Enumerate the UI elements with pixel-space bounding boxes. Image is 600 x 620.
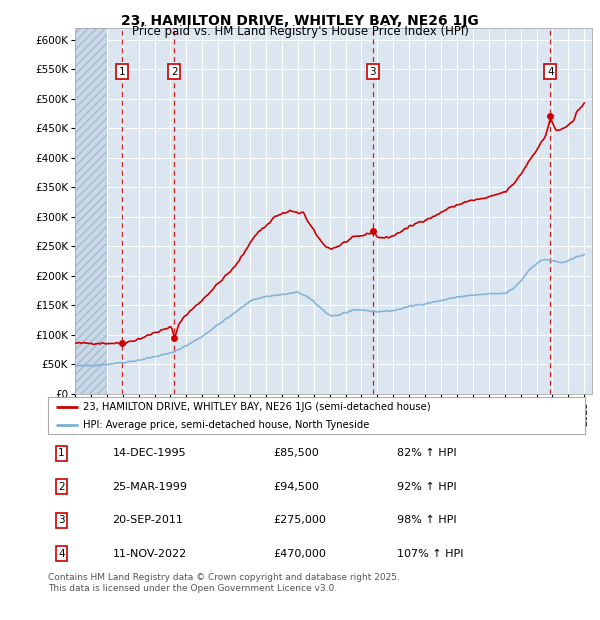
- Text: Price paid vs. HM Land Registry's House Price Index (HPI): Price paid vs. HM Land Registry's House …: [131, 25, 469, 38]
- Text: 25-MAR-1999: 25-MAR-1999: [112, 482, 187, 492]
- Text: 11-NOV-2022: 11-NOV-2022: [112, 549, 187, 559]
- Text: 2: 2: [58, 482, 65, 492]
- Text: £85,500: £85,500: [274, 448, 319, 458]
- Text: 1: 1: [119, 67, 125, 77]
- Text: £275,000: £275,000: [274, 515, 326, 525]
- Text: 98% ↑ HPI: 98% ↑ HPI: [397, 515, 457, 525]
- Text: Contains HM Land Registry data © Crown copyright and database right 2025.
This d: Contains HM Land Registry data © Crown c…: [48, 574, 400, 593]
- Text: 2: 2: [171, 67, 178, 77]
- Text: 20-SEP-2011: 20-SEP-2011: [112, 515, 184, 525]
- Text: £94,500: £94,500: [274, 482, 319, 492]
- Text: 3: 3: [58, 515, 65, 525]
- Text: 4: 4: [58, 549, 65, 559]
- Text: £470,000: £470,000: [274, 549, 326, 559]
- Text: 1: 1: [58, 448, 65, 458]
- Text: HPI: Average price, semi-detached house, North Tyneside: HPI: Average price, semi-detached house,…: [83, 420, 369, 430]
- Text: 3: 3: [370, 67, 376, 77]
- Text: 107% ↑ HPI: 107% ↑ HPI: [397, 549, 464, 559]
- Text: 92% ↑ HPI: 92% ↑ HPI: [397, 482, 457, 492]
- Text: 23, HAMILTON DRIVE, WHITLEY BAY, NE26 1JG (semi-detached house): 23, HAMILTON DRIVE, WHITLEY BAY, NE26 1J…: [83, 402, 431, 412]
- Text: 14-DEC-1995: 14-DEC-1995: [112, 448, 186, 458]
- Bar: [75, 28, 107, 394]
- Text: 23, HAMILTON DRIVE, WHITLEY BAY, NE26 1JG: 23, HAMILTON DRIVE, WHITLEY BAY, NE26 1J…: [121, 14, 479, 28]
- Text: 4: 4: [547, 67, 554, 77]
- Text: 82% ↑ HPI: 82% ↑ HPI: [397, 448, 457, 458]
